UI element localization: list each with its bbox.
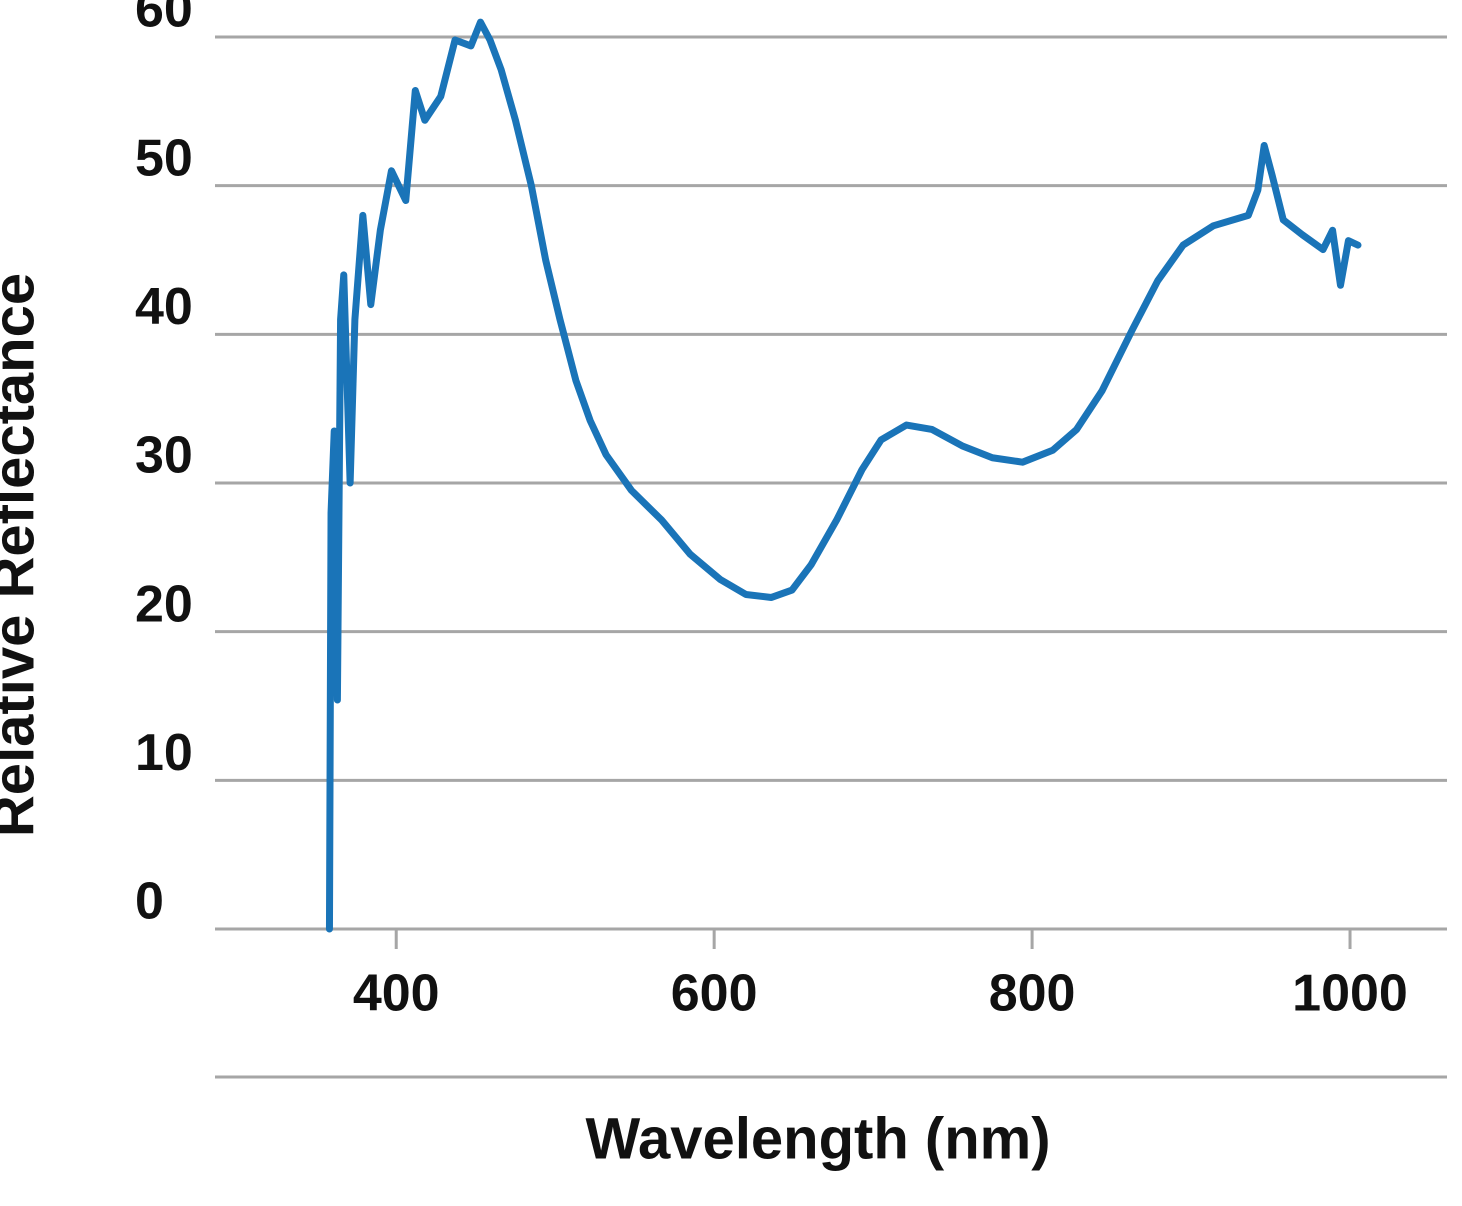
x-tick-label: 400 — [353, 965, 440, 1023]
y-tick-label: 0 — [135, 873, 164, 931]
y-tick-label: 30 — [135, 427, 193, 485]
x-tick-label: 1000 — [1292, 965, 1408, 1023]
y-tick-label: 10 — [135, 724, 193, 782]
x-tick-label: 800 — [989, 965, 1076, 1023]
x-tick-label: 600 — [671, 965, 758, 1023]
y-tick-label: 60 — [135, 0, 193, 39]
y-tick-label: 40 — [135, 278, 193, 336]
y-tick-label: 50 — [135, 129, 193, 187]
data-line — [325, 18, 1362, 933]
x-axis-label: Wavelength (nm) — [585, 1106, 1050, 1171]
y-tick-label: 20 — [135, 575, 193, 633]
y-axis-label: Relative Reflectance — [0, 273, 46, 837]
